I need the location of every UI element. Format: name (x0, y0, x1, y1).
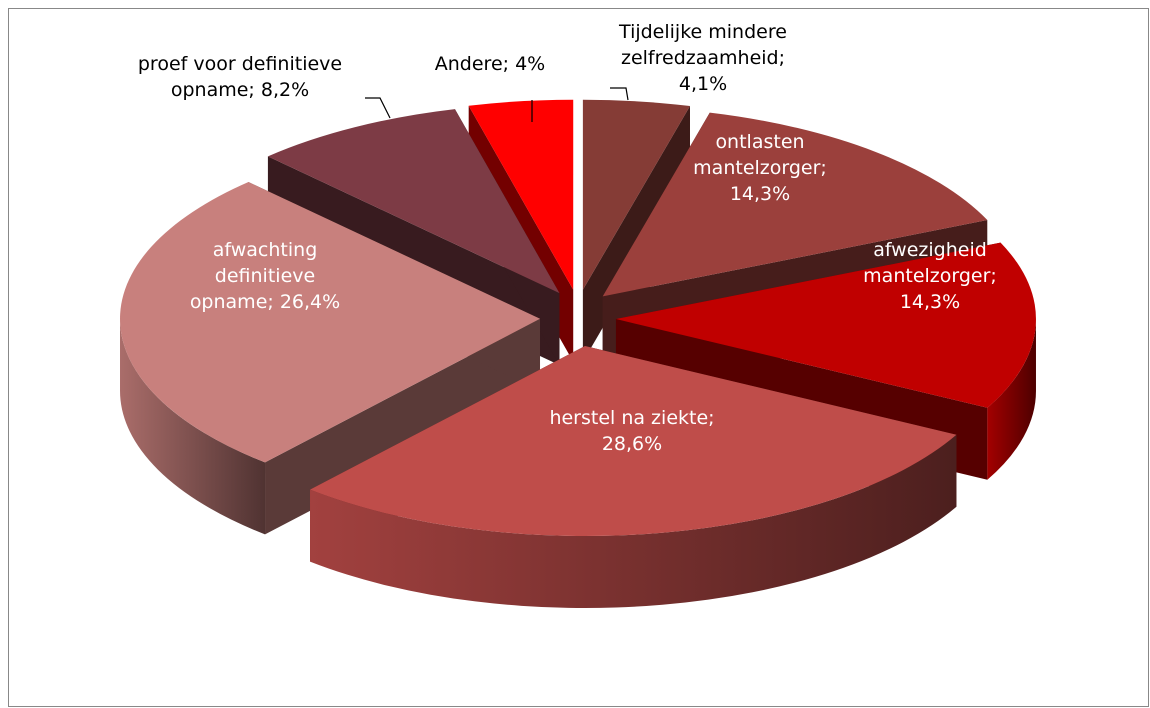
data-label-line: 4,1% (679, 73, 727, 95)
data-label-line: zelfredzaamheid; (621, 47, 785, 69)
data-label: proef voor definitieve opname; 8,2% (138, 53, 342, 101)
data-label-line: definitieve (215, 265, 315, 287)
leader-line (610, 87, 629, 101)
data-label-line: 28,6% (602, 433, 662, 455)
data-label-line: opname; 26,4% (190, 291, 340, 313)
data-label-line: afwachting (213, 239, 318, 261)
data-label: ontlasten mantelzorger; 14,3% (693, 131, 827, 205)
data-label-line: opname; 8,2% (171, 79, 309, 101)
slice-top (615, 242, 1036, 408)
slice-top (310, 346, 957, 537)
leader-line (365, 97, 391, 119)
data-label-line: 14,3% (730, 183, 790, 205)
data-label-line: 14,3% (900, 291, 960, 313)
data-label: Tijdelijke mindere zelfredzaamheid; 4,1% (618, 21, 787, 95)
data-label-line: mantelzorger; (863, 265, 997, 287)
slice-side (987, 319, 1036, 480)
data-label-line: Tijdelijke mindere (618, 21, 787, 43)
data-label: herstel na ziekte; 28,6% (549, 407, 714, 455)
data-label-line: ontlasten (715, 131, 804, 153)
slice-top (468, 99, 574, 290)
data-label-line: afwezigheid (873, 239, 987, 261)
data-label-line: proef voor definitieve (138, 53, 342, 75)
slice-top (582, 99, 690, 290)
data-label: afwachting definitieve opname; 26,4% (190, 239, 340, 313)
slice-side (120, 318, 266, 535)
data-label-line: Andere; 4% (435, 53, 545, 75)
data-label-line: herstel na ziekte; (549, 407, 714, 429)
data-label-line: mantelzorger; (693, 157, 827, 179)
slice-top (120, 182, 541, 463)
slice (310, 346, 957, 609)
data-label: afwezigheid mantelzorger; 14,3% (863, 239, 997, 313)
slice-side (310, 434, 957, 609)
slice-top (267, 109, 560, 294)
slice-top (602, 112, 988, 297)
data-label: Andere; 4% (435, 53, 545, 75)
